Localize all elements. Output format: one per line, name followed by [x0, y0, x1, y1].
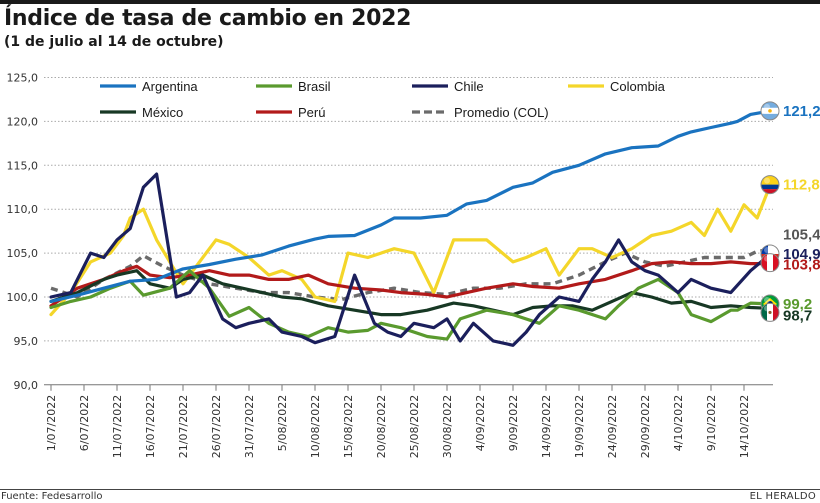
x-tick-label: 6/07/2022 [78, 395, 91, 451]
y-tick-label: 90,0 [14, 379, 39, 392]
flag-mexico-icon [760, 302, 780, 322]
end-value-label: 98,7 [783, 307, 812, 324]
end-value-label: 121,2 [783, 103, 820, 120]
x-tick-label: 1/07/2022 [45, 395, 58, 451]
x-tick-label: 16/07/2022 [144, 395, 157, 458]
end-value-label: 99,2 [783, 296, 812, 313]
y-tick-label: 105,0 [7, 247, 39, 260]
y-tick-label: 120,0 [7, 115, 39, 128]
legend-label: Perú [298, 105, 325, 120]
x-tick-label: 29/09/2022 [639, 395, 652, 458]
legend-item-brasil: Brasil [256, 79, 331, 94]
x-tick-label: 14/10/2022 [738, 395, 751, 458]
x-tick-label: 4/09/2022 [474, 395, 487, 451]
flag-argentina-icon [760, 101, 780, 121]
end-marker-per: 103,8 [760, 253, 820, 274]
legend-label: Argentina [142, 79, 198, 94]
y-tick-label: 110,0 [7, 203, 39, 216]
end-marker-colombia: 112,8 [760, 175, 820, 195]
flag-peru-icon [760, 253, 780, 273]
publisher-brand: EL HERALDO [749, 491, 816, 502]
end-markers: 121,2 99,2 104,9 112,8 98,7 103,8 105,4 [760, 101, 820, 324]
end-marker-promedio-col: 105,4 [783, 227, 820, 244]
end-marker-argentina: 121,2 [760, 101, 820, 121]
end-value-label: 105,4 [783, 227, 820, 244]
x-axis: 1/07/2022 6/07/2022 11/07/2022 16/07/2022 21… [45, 384, 751, 458]
end-value-label: 103,8 [783, 257, 820, 274]
flag-colombia-icon [760, 175, 780, 195]
footer-rule [0, 489, 820, 490]
x-tick-label: 31/07/2022 [243, 395, 256, 458]
legend-label: México [142, 105, 183, 120]
series-lines [49, 109, 773, 347]
x-tick-label: 11/07/2022 [111, 395, 124, 458]
x-tick-label: 24/09/2022 [606, 395, 619, 458]
chart-subtitle: (1 de julio al 14 de octubre) [4, 34, 224, 50]
legend: Argentina Brasil Chile Colombia México Perú Pr… [100, 79, 666, 120]
legend-item-per: Perú [256, 105, 325, 120]
x-tick-label: 21/07/2022 [177, 395, 190, 458]
x-tick-label: 30/08/2022 [441, 395, 454, 458]
x-tick-label: 19/09/2022 [573, 395, 586, 458]
x-tick-label: 20/08/2022 [375, 395, 388, 458]
series-line-colombia [49, 183, 773, 317]
x-tick-label: 9/10/2022 [705, 395, 718, 451]
y-tick-label: 125,0 [7, 72, 39, 85]
legend-item-colombia: Colombia [568, 79, 666, 94]
legend-item-argentina: Argentina [100, 79, 198, 94]
legend-item-chile: Chile [412, 79, 484, 94]
end-value-label: 104,9 [783, 246, 820, 263]
series-line-argentina [49, 109, 773, 303]
legend-label: Chile [454, 79, 484, 94]
legend-label: Brasil [298, 79, 331, 94]
y-tick-label: 100,0 [7, 291, 39, 304]
x-tick-label: 9/09/2022 [507, 395, 520, 451]
chart-title: Índice de tasa de cambio en 2022 [4, 6, 412, 31]
source-note: Fuente: Fedesarrollo [1, 491, 103, 502]
x-tick-label: 4/10/2022 [672, 395, 685, 451]
legend-item-m-xico: México [100, 105, 183, 120]
y-gridlines: 90,0 95,0 100,0 105,0 110,0 115,0 120,0 125,0 [7, 72, 773, 392]
x-tick-label: 5/08/2022 [276, 395, 289, 451]
end-value-label: 112,8 [783, 177, 820, 194]
x-tick-label: 15/08/2022 [342, 395, 355, 458]
legend-label: Colombia [610, 79, 666, 94]
x-tick-label: 14/09/2022 [540, 395, 553, 458]
x-tick-label: 10/08/2022 [309, 395, 322, 458]
top-rule [0, 0, 820, 4]
end-marker-m-xico: 98,7 [760, 302, 812, 324]
y-tick-label: 115,0 [7, 159, 39, 172]
series-line-chile [49, 172, 773, 347]
legend-label: Promedio (COL) [454, 105, 549, 120]
y-tick-label: 95,0 [14, 335, 39, 348]
x-tick-label: 26/07/2022 [210, 395, 223, 458]
x-tick-label: 25/08/2022 [408, 395, 421, 458]
legend-item-promedio-col: Promedio (COL) [412, 105, 549, 120]
